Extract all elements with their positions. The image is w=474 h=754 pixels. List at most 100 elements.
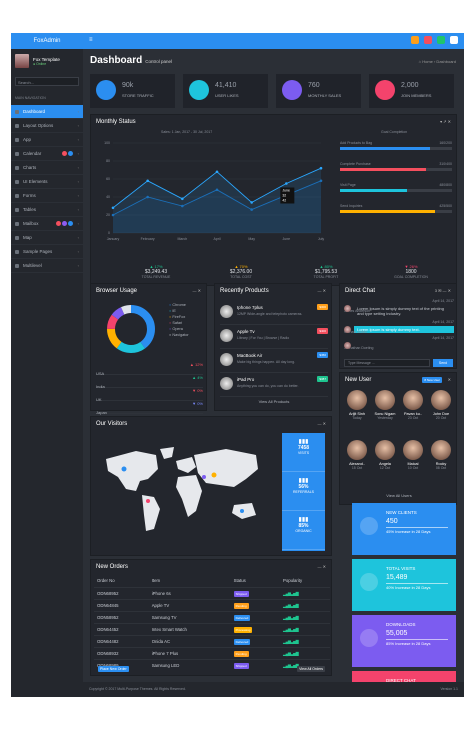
box-tools[interactable]: — ✕ <box>317 564 326 569</box>
box-tools[interactable]: 3 ✉ — ✕ <box>434 288 451 293</box>
sidebar-item-mailbox[interactable]: Mailbox ‹ <box>11 217 83 231</box>
box-tools[interactable]: ✕ <box>447 377 451 382</box>
chat-meta: Michael Jorlan April 14, 2017 <box>344 320 454 334</box>
sidebar-item-layout-options[interactable]: Layout Options ‹ <box>11 119 83 133</box>
avatar[interactable] <box>15 54 29 68</box>
column-header[interactable]: Item <box>151 578 161 584</box>
goal-label: Add Products to Bag <box>340 141 373 145</box>
status-badge: Shipped <box>233 590 249 597</box>
bell-icon[interactable] <box>424 36 432 44</box>
price-badge: $300 <box>317 304 328 310</box>
table-row[interactable]: ODN68952 iPhone 6s Shipped ▂▄▆▃▅▇ <box>94 587 330 599</box>
sidebar-item-multilevel[interactable]: Multilevel ‹ <box>11 259 83 273</box>
gear-icon[interactable] <box>450 36 458 44</box>
order-no[interactable]: ODN68932 <box>97 650 119 656</box>
chat-input[interactable]: Type Message ... <box>344 359 430 367</box>
view-all-users-link[interactable]: View All Users <box>386 493 412 498</box>
summary-stat: ▲ 80% $1,795.53 TOTAL PROFIT <box>296 264 356 279</box>
order-no[interactable]: ODN64845 <box>97 602 119 608</box>
goal-value: 160/200 <box>439 141 452 145</box>
view-all-orders-button[interactable]: View All Orders <box>297 666 325 672</box>
column-header[interactable]: Order No <box>97 578 115 584</box>
donut-slice[interactable] <box>107 305 155 353</box>
order-no[interactable]: ODN68952 <box>97 590 119 596</box>
user-date: 10 Oct <box>407 466 419 470</box>
logo[interactable]: FoxAdmin <box>11 33 83 49</box>
user-card[interactable]: Rocky 08 Oct <box>427 440 455 490</box>
order-no[interactable]: ODN58952 <box>97 614 119 620</box>
series-point[interactable] <box>146 195 149 199</box>
box-tools[interactable]: — ✕ <box>317 288 326 293</box>
order-no[interactable]: ODN64482 <box>97 638 119 644</box>
series-point[interactable] <box>181 197 184 201</box>
avatar <box>431 390 451 410</box>
breadcrumb[interactable]: ⌂ Home › Dashboard <box>418 59 456 64</box>
send-button[interactable]: Send <box>433 359 453 367</box>
donut-slice[interactable] <box>107 305 155 353</box>
series-point[interactable] <box>146 179 149 183</box>
user-card[interactable]: Angela 12 Oct <box>371 440 399 490</box>
box-tools[interactable]: — ✕ <box>317 421 326 426</box>
sparkline-icon: ▂▄▆▃▅▇ <box>283 590 299 596</box>
product-item[interactable]: MacBook Air Make big things happen. All d… <box>220 349 328 373</box>
series-point[interactable] <box>181 204 184 208</box>
series-point[interactable] <box>319 179 323 183</box>
user-card[interactable]: Arijit Sinh Today <box>343 390 371 440</box>
view-all-products-link[interactable]: View All Products <box>258 399 290 404</box>
user-card[interactable]: John Doe 20 Oct <box>427 390 455 440</box>
table-row[interactable]: ODN64482 Onida AC Delivered ▂▄▆▃▅▇ <box>94 635 330 647</box>
donut-slice[interactable] <box>107 305 155 353</box>
table-row[interactable]: ODN68989Samsung LED Shipped ▂▄▆▃▅▇ <box>94 659 330 671</box>
series-point[interactable] <box>250 201 253 204</box>
place-order-button[interactable]: Place New Order <box>98 666 129 672</box>
country-name: India <box>96 384 105 389</box>
table-row[interactable]: ODN64452 Intex Smart Watch Processing ▂▄▆▃▅… <box>94 623 330 635</box>
order-no[interactable]: ODN68989 <box>94 659 149 671</box>
chat-messages: James Anderson April 14, 2017 Lorem Ipsum … <box>344 299 454 350</box>
product-name[interactable]: iPad Pro <box>237 377 255 382</box>
legend-swatch: ○ <box>169 333 173 337</box>
x-tick-label: January <box>107 237 120 241</box>
sidebar-item-tables[interactable]: Tables ‹ <box>11 203 83 217</box>
series-point[interactable] <box>250 208 253 211</box>
series-point[interactable] <box>215 170 219 174</box>
user-card[interactable]: Sonu Nigam Yesterday <box>371 390 399 440</box>
menu-toggle-icon[interactable]: ≡ <box>89 37 93 43</box>
user-card[interactable]: Maical 10 Oct <box>399 440 427 490</box>
sidebar-item-charts[interactable]: Charts ‹ <box>11 161 83 175</box>
sidebar-item-ui-elements[interactable]: UI Elements ‹ <box>11 175 83 189</box>
sidebar-item-sample-pages[interactable]: Sample Pages ‹ <box>11 245 83 259</box>
sidebar-item-app[interactable]: App ‹ <box>11 133 83 147</box>
mail-icon[interactable] <box>411 36 419 44</box>
sidebar-item-dashboard[interactable]: Dashboard ‹ <box>11 105 83 119</box>
order-no[interactable]: ODN64452 <box>97 626 119 632</box>
menu-icon <box>15 179 19 184</box>
sidebar-item-map[interactable]: Map ‹ <box>11 231 83 245</box>
series-point[interactable] <box>285 182 288 185</box>
search-input[interactable]: Search... <box>15 77 79 86</box>
sidebar-item-forms[interactable]: Forms ‹ <box>11 189 83 203</box>
series-point[interactable] <box>111 213 115 217</box>
goal-label: Complete Purchase <box>340 162 371 166</box>
series-point[interactable] <box>111 206 115 210</box>
product-name[interactable]: MacBook Air <box>237 353 263 358</box>
box-tools[interactable]: — ✕ <box>192 288 201 293</box>
product-item[interactable]: iPad Pro Anything you can do, you can do … <box>220 373 328 397</box>
flag-icon[interactable] <box>437 36 445 44</box>
user-card[interactable]: Pavan ku.. 23 Oct <box>399 390 427 440</box>
series-point[interactable] <box>319 166 323 170</box>
box-tools[interactable]: ▾ ↗ ✕ <box>440 119 451 124</box>
series-point[interactable] <box>215 188 219 192</box>
sidebar-item-label: UI Elements <box>23 179 48 184</box>
user-card[interactable]: Alexand.. 15 Oct <box>343 440 371 490</box>
sidebar-item-calendar[interactable]: Calendar ‹ <box>11 147 83 161</box>
table-row[interactable]: ODN58952 Samsung TV Delivered ▂▄▆▃▅▇ <box>94 611 330 623</box>
product-name[interactable]: Apple Tv <box>237 329 255 334</box>
product-name[interactable]: Iphone 7plus <box>237 305 263 310</box>
column-header[interactable]: Status <box>233 578 246 584</box>
product-item[interactable]: Iphone 7plus 12MP Wide-angle and telephot… <box>220 301 328 325</box>
product-item[interactable]: Apple Tv Library | For You | Browse | Rad… <box>220 325 328 349</box>
table-row[interactable]: ODN64845 Apple TV Pending ▂▄▆▃▅▇ <box>94 599 330 611</box>
table-row[interactable]: ODN68932 iPhone 7 Plus Pending ▂▄▆▃▅▇ <box>94 647 330 659</box>
column-header[interactable]: Popularity <box>283 578 303 584</box>
